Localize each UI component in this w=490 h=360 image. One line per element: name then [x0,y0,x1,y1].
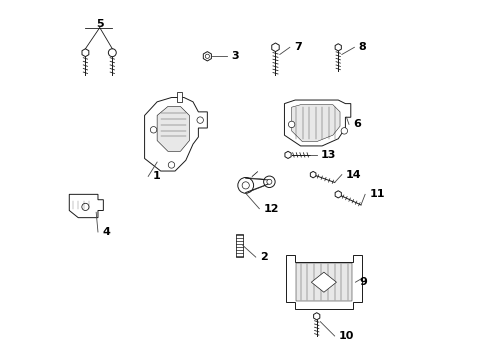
Polygon shape [157,107,190,151]
Circle shape [242,182,249,189]
Text: 13: 13 [321,150,337,160]
Text: 7: 7 [294,42,302,52]
Polygon shape [145,98,207,171]
Polygon shape [310,171,316,178]
Text: 2: 2 [260,252,268,262]
Polygon shape [82,49,89,57]
Circle shape [82,203,89,211]
Text: 8: 8 [359,42,367,52]
Text: 12: 12 [264,204,279,214]
Polygon shape [203,51,211,61]
Bar [236,234,243,257]
Circle shape [168,162,175,168]
Text: 6: 6 [353,120,361,129]
Circle shape [289,121,295,128]
Polygon shape [285,151,291,158]
Polygon shape [335,191,342,198]
Circle shape [205,54,209,58]
Text: 10: 10 [339,331,354,341]
Circle shape [150,127,157,133]
Circle shape [197,117,203,123]
Text: 9: 9 [360,277,368,287]
Circle shape [267,179,272,184]
Polygon shape [177,92,182,102]
Circle shape [341,128,347,134]
Circle shape [264,176,275,188]
Polygon shape [311,272,337,292]
Text: 5: 5 [96,19,103,29]
Polygon shape [285,100,351,146]
Text: 11: 11 [369,189,385,199]
Polygon shape [286,255,362,309]
Text: 1: 1 [152,171,160,181]
Polygon shape [272,43,279,51]
Text: 3: 3 [231,51,239,61]
Text: 14: 14 [346,170,362,180]
Polygon shape [314,313,320,320]
Circle shape [108,49,116,57]
Polygon shape [296,263,352,301]
Circle shape [238,177,254,193]
Polygon shape [292,105,340,141]
Polygon shape [245,177,270,193]
Polygon shape [335,44,342,51]
Polygon shape [69,194,103,218]
Text: 4: 4 [102,227,110,237]
